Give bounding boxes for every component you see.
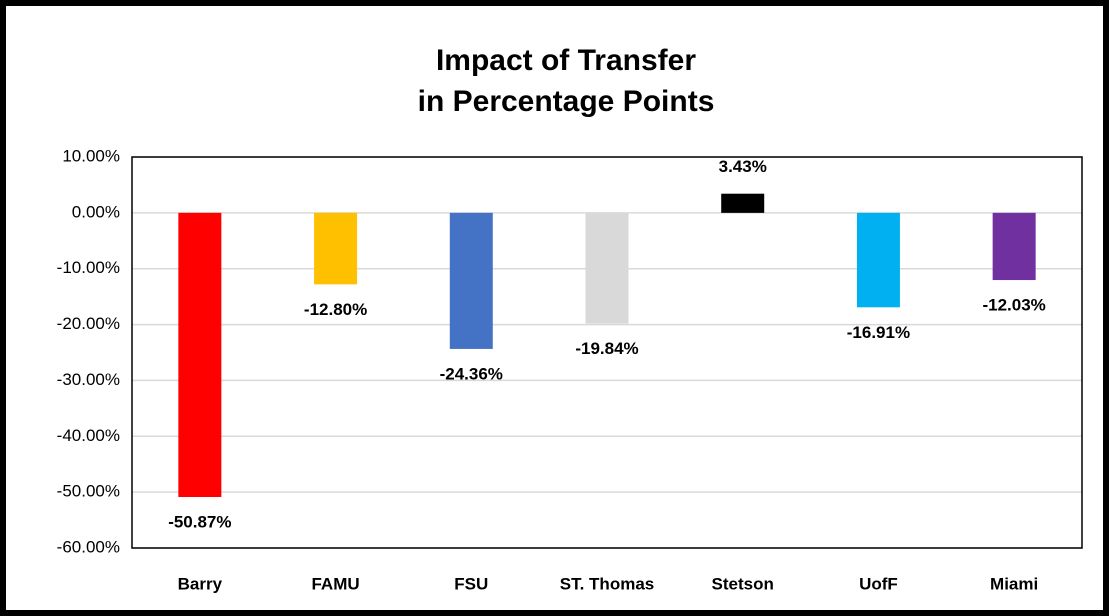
- data-label: -16.91%: [847, 323, 910, 342]
- y-tick-label: 10.00%: [62, 146, 120, 165]
- x-tick-label: Stetson: [712, 574, 774, 593]
- data-label: -12.80%: [304, 300, 367, 319]
- bar: [314, 212, 358, 285]
- bar: [585, 212, 629, 324]
- y-tick-label: 0.00%: [72, 202, 120, 221]
- x-tick-label: FAMU: [311, 574, 359, 593]
- y-tick-label: -60.00%: [57, 537, 120, 556]
- data-label: 3.43%: [719, 157, 767, 176]
- chart-title: in Percentage Points: [418, 85, 715, 118]
- x-tick-label: UofF: [859, 574, 898, 593]
- plot-frame: [131, 156, 1083, 549]
- x-tick-label: Miami: [990, 574, 1038, 593]
- chart-title: Impact of Transfer: [436, 44, 696, 77]
- y-tick-label: -50.00%: [57, 482, 120, 501]
- bar: [449, 212, 493, 349]
- bar: [856, 212, 900, 308]
- bar: [721, 193, 765, 213]
- data-label: -50.87%: [168, 512, 231, 531]
- x-tick-label: Barry: [178, 574, 223, 593]
- data-label: -12.03%: [982, 296, 1045, 315]
- y-tick-label: -10.00%: [57, 258, 120, 277]
- y-tick-label: -40.00%: [57, 426, 120, 445]
- x-tick-label: FSU: [454, 574, 488, 593]
- data-label: -19.84%: [575, 339, 638, 358]
- data-label: -24.36%: [440, 364, 503, 383]
- x-tick-label: ST. Thomas: [560, 574, 654, 593]
- y-tick-label: -30.00%: [57, 370, 120, 389]
- y-tick-label: -20.00%: [57, 314, 120, 333]
- bar: [992, 212, 1036, 281]
- bar: [178, 212, 222, 498]
